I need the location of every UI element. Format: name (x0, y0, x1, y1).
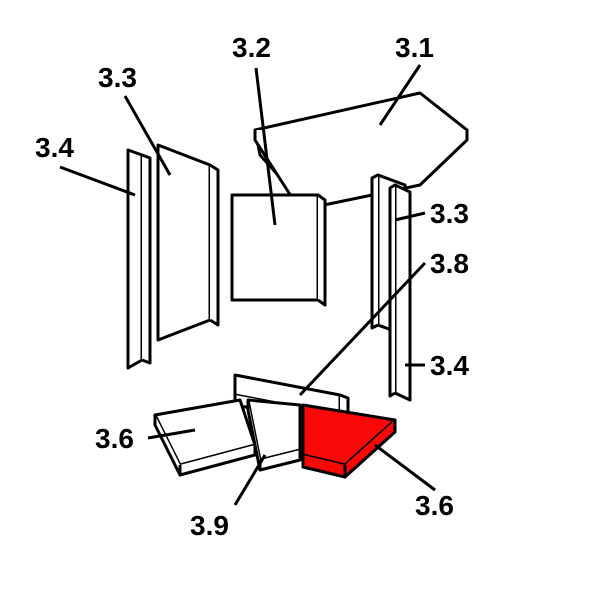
part-3-2-edge (318, 195, 325, 305)
label-3-6-left: 3.6 (95, 423, 134, 455)
part-3-4-right-edge (390, 185, 395, 396)
exploded-diagram: 3.1 3.2 3.3 3.4 3.3 3.8 3.4 3.6 3.6 3.9 (0, 0, 596, 600)
leader-line (235, 455, 265, 505)
label-3-9: 3.9 (190, 510, 229, 542)
label-3-8: 3.8 (430, 248, 469, 280)
label-3-3-right: 3.3 (430, 198, 469, 230)
part-3-4-left-edge (142, 155, 150, 363)
label-3-4-right: 3.4 (430, 350, 469, 382)
label-3-3-left: 3.3 (98, 62, 137, 94)
part-3-3-right-edge (372, 175, 378, 328)
shapes-group (128, 93, 467, 477)
diagram-svg (0, 0, 596, 600)
part-3-4-left (128, 150, 142, 368)
part-3-3-left-edge (210, 165, 218, 325)
part-3-3-left (158, 145, 210, 340)
leader-line (375, 445, 435, 490)
part-3-2 (232, 195, 318, 300)
label-3-1: 3.1 (395, 32, 434, 64)
leader-line (60, 167, 135, 195)
label-3-2: 3.2 (232, 32, 271, 64)
label-3-4-left: 3.4 (35, 132, 74, 164)
label-3-6-right: 3.6 (415, 490, 454, 522)
